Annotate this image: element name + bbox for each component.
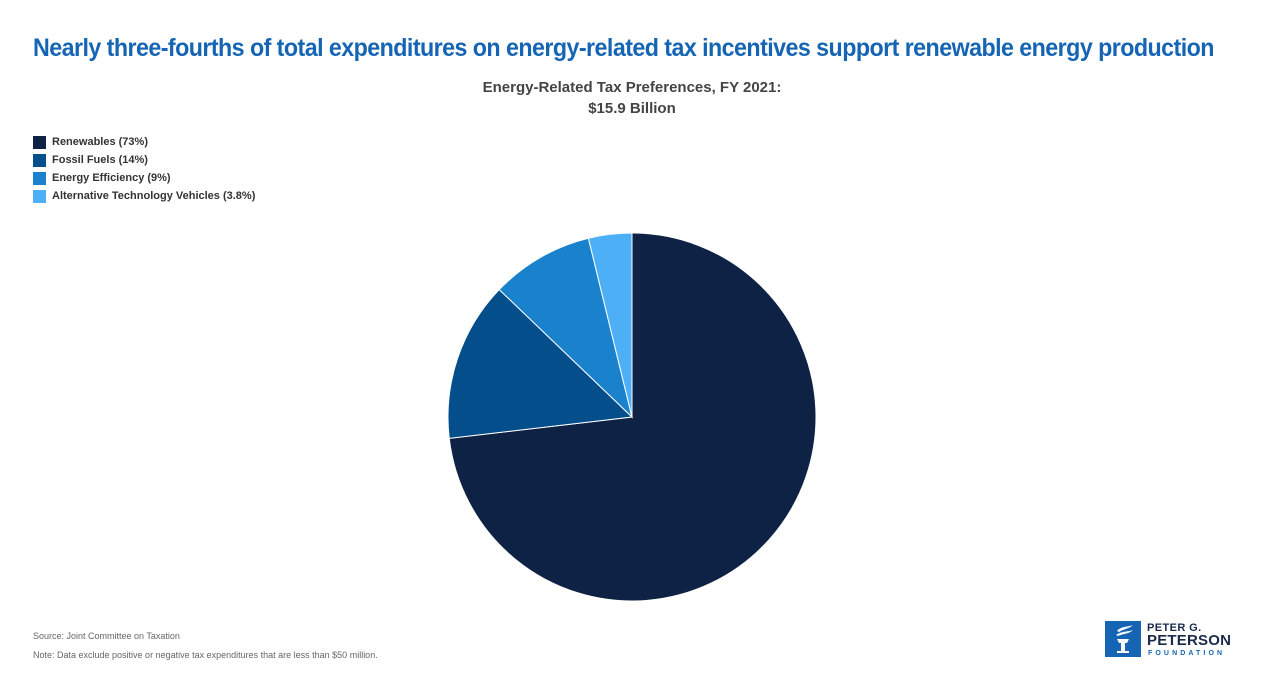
legend-label: Fossil Fuels (14%) bbox=[52, 154, 148, 166]
pie-slice-fossil-fuels[interactable] bbox=[447, 288, 634, 439]
legend-item-alternative-vehicles[interactable]: Alternative Technology Vehicles (3.8%) bbox=[33, 187, 255, 205]
legend-swatch bbox=[33, 135, 46, 149]
legend-label: Alternative Technology Vehicles (3.8%) bbox=[52, 190, 256, 202]
legend-item-energy-efficiency[interactable]: Energy Efficiency (9%) bbox=[33, 169, 255, 187]
chart-legend: Renewables (73%) Fossil Fuels (14%) Ener… bbox=[33, 133, 255, 205]
data-note: Note: Data exclude positive or negative … bbox=[33, 650, 378, 660]
logo-text-line-2: PETERSON bbox=[1147, 632, 1232, 649]
chart-title-line-1: Energy-Related Tax Preferences, FY 2021: bbox=[482, 79, 782, 96]
logo-text-line-1: PETER G. bbox=[1147, 622, 1202, 634]
torch-icon bbox=[1105, 621, 1141, 657]
source-note: Source: Joint Committee on Taxation bbox=[33, 631, 180, 641]
chart-title-line-2: $15.9 Billion bbox=[588, 100, 676, 117]
page-title: Nearly three-fourths of total expenditur… bbox=[33, 34, 1214, 62]
pie-slice-alternative-vehicles[interactable] bbox=[587, 232, 633, 418]
pie-chart bbox=[447, 232, 817, 602]
legend-label: Energy Efficiency (9%) bbox=[52, 172, 171, 184]
peterson-foundation-logo[interactable]: PETER G. PETERSON FOUNDATION bbox=[1105, 621, 1240, 661]
legend-item-renewables[interactable]: Renewables (73%) bbox=[33, 133, 255, 151]
legend-swatch bbox=[33, 189, 46, 203]
legend-item-fossil-fuels[interactable]: Fossil Fuels (14%) bbox=[33, 151, 255, 169]
legend-swatch bbox=[33, 171, 46, 185]
legend-label: Renewables (73%) bbox=[52, 136, 148, 148]
logo-text-line-3: FOUNDATION bbox=[1148, 650, 1226, 657]
chart-title: Energy-Related Tax Preferences, FY 2021:… bbox=[382, 77, 882, 119]
legend-swatch bbox=[33, 153, 46, 167]
